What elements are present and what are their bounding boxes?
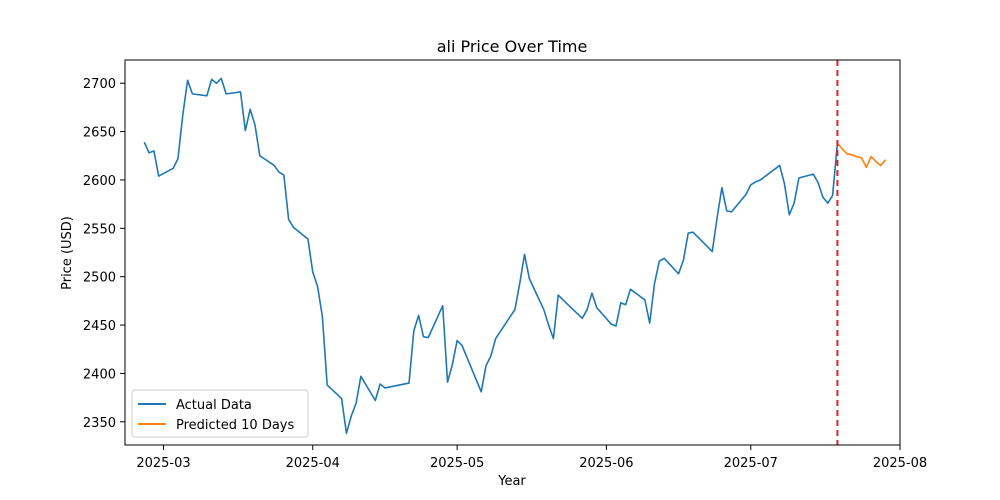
y-tick-label: 2650: [83, 126, 116, 141]
x-axis-label: Year: [497, 474, 526, 489]
y-tick-label: 2400: [83, 367, 116, 382]
y-tick-label: 2500: [83, 271, 116, 286]
y-tick-label: 2350: [83, 416, 116, 431]
chart-title: ali Price Over Time: [437, 37, 588, 56]
legend-entry: Predicted 10 Days: [176, 418, 295, 433]
legend-box: [131, 389, 309, 438]
x-tick-label: 2025-08: [873, 456, 927, 471]
y-tick-label: 2550: [83, 222, 116, 237]
y-tick-label: 2600: [83, 174, 116, 189]
y-axis: 2350 2400 2450 2500 2550 2600 2650 2700: [83, 77, 125, 431]
y-tick-label: 2450: [83, 319, 116, 334]
series-line-actual: [143, 77, 839, 435]
legend: Actual Data Predicted 10 Days: [131, 389, 309, 438]
series-line-predicted: [836, 142, 887, 169]
x-tick-label: 2025-05: [430, 456, 484, 471]
y-axis-label: Price (USD): [60, 216, 75, 290]
legend-entry: Actual Data: [176, 398, 252, 413]
x-tick-label: 2025-03: [136, 456, 190, 471]
x-tick-label: 2025-07: [724, 456, 778, 471]
axes-frame: [124, 59, 901, 446]
plot-area: [143, 60, 887, 445]
x-tick-label: 2025-04: [286, 456, 340, 471]
y-tick-label: 2700: [83, 77, 116, 92]
x-tick-label: 2025-06: [579, 456, 633, 471]
x-axis: 2025-03 2025-04 2025-05 2025-06 2025-07 2025-…: [136, 445, 927, 471]
